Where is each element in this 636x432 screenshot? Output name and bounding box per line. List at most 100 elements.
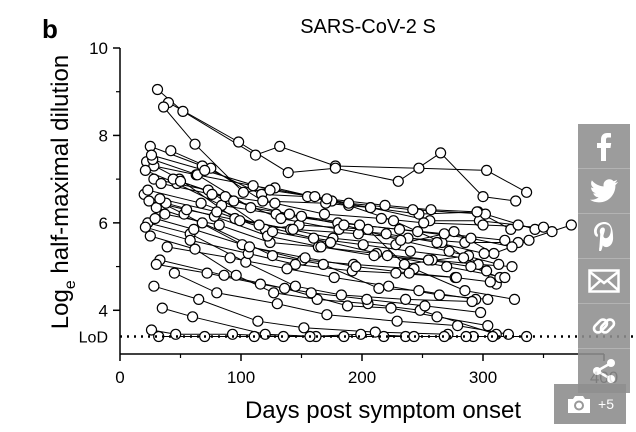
data-point <box>341 300 354 312</box>
data-point <box>159 208 171 220</box>
data-point <box>368 250 380 262</box>
data-point <box>199 164 211 176</box>
y-axis-label-log: Log <box>47 289 74 329</box>
data-point <box>274 140 286 152</box>
data-point <box>289 280 301 292</box>
data-point <box>502 328 514 340</box>
data-point <box>298 322 310 334</box>
share-email-button[interactable] <box>578 259 630 304</box>
data-point <box>383 280 395 292</box>
data-point <box>493 258 505 270</box>
data-point <box>387 215 400 227</box>
data-point <box>161 241 173 253</box>
data-point <box>391 315 403 327</box>
data-point <box>150 258 162 270</box>
data-point <box>418 217 430 229</box>
data-point <box>393 223 406 235</box>
data-point <box>295 210 308 222</box>
y-tick-label: 8 <box>99 126 108 145</box>
data-point <box>357 239 369 251</box>
data-point <box>177 105 189 118</box>
data-point <box>277 330 289 343</box>
data-point <box>247 180 259 192</box>
data-point <box>213 219 225 231</box>
data-point <box>403 267 415 279</box>
chart-title: SARS-CoV-2 S <box>300 16 436 38</box>
data-point <box>271 298 283 310</box>
data-point <box>283 208 295 220</box>
data-point <box>266 226 279 238</box>
series-line <box>165 202 501 278</box>
data-point <box>158 101 170 113</box>
y-axis-label: Loge half-maximal dilution <box>47 55 79 329</box>
data-point <box>488 247 500 260</box>
share-facebook-button[interactable] <box>578 124 630 169</box>
data-point <box>398 258 410 270</box>
data-point <box>499 234 511 246</box>
data-point <box>187 311 199 323</box>
data-point <box>139 164 151 176</box>
data-point <box>143 195 155 207</box>
data-point <box>188 223 200 235</box>
data-point <box>404 245 416 257</box>
data-point <box>257 195 269 207</box>
data-point <box>165 145 177 157</box>
data-point <box>275 212 287 225</box>
data-point <box>324 236 337 249</box>
data-point <box>475 306 487 319</box>
share-icon <box>593 359 615 383</box>
data-point <box>193 293 205 305</box>
data-point <box>458 252 470 264</box>
data-point <box>438 330 450 343</box>
data-point <box>385 302 397 314</box>
data-point <box>196 217 208 229</box>
share-twitter-button[interactable] <box>578 169 630 214</box>
data-point <box>155 177 167 190</box>
data-point <box>287 223 299 235</box>
data-point <box>378 330 390 343</box>
data-point <box>234 215 246 227</box>
series-line <box>152 159 513 248</box>
data-point <box>419 300 431 312</box>
data-point <box>174 175 187 187</box>
data-point <box>338 219 350 231</box>
data-point <box>400 293 412 305</box>
facebook-icon <box>597 133 612 161</box>
data-point <box>380 228 392 240</box>
y-tick-label: 4 <box>99 301 108 320</box>
data-point <box>148 280 160 292</box>
data-point <box>281 263 293 275</box>
photo-gallery-badge[interactable]: +5 <box>554 384 626 424</box>
data-point <box>460 330 472 343</box>
data-point <box>305 287 317 299</box>
data-point <box>230 269 242 281</box>
data-point <box>369 326 381 338</box>
x-tick-label: 0 <box>115 368 124 387</box>
series-line <box>168 102 516 202</box>
share-pinterest-button[interactable] <box>578 214 630 259</box>
share-bar <box>578 124 630 393</box>
data-point <box>224 252 236 264</box>
data-point <box>508 293 521 305</box>
data-point <box>459 285 471 297</box>
data-point <box>151 83 164 96</box>
data-point <box>431 236 443 249</box>
data-point <box>218 269 230 281</box>
data-point <box>189 138 201 150</box>
data-point <box>259 328 271 340</box>
x-axis-label: Days post symptom onset <box>245 397 521 424</box>
share-link-button[interactable] <box>578 304 630 349</box>
data-point <box>413 285 425 297</box>
data-point <box>245 202 257 214</box>
link-icon <box>592 318 616 334</box>
data-point <box>249 149 262 161</box>
data-point <box>499 271 511 284</box>
data-point <box>329 162 341 174</box>
data-point <box>170 328 182 340</box>
data-point <box>465 232 477 244</box>
data-point <box>309 191 321 203</box>
data-point <box>381 250 393 262</box>
data-point <box>441 261 453 273</box>
data-point <box>266 250 279 262</box>
data-point <box>450 271 462 284</box>
